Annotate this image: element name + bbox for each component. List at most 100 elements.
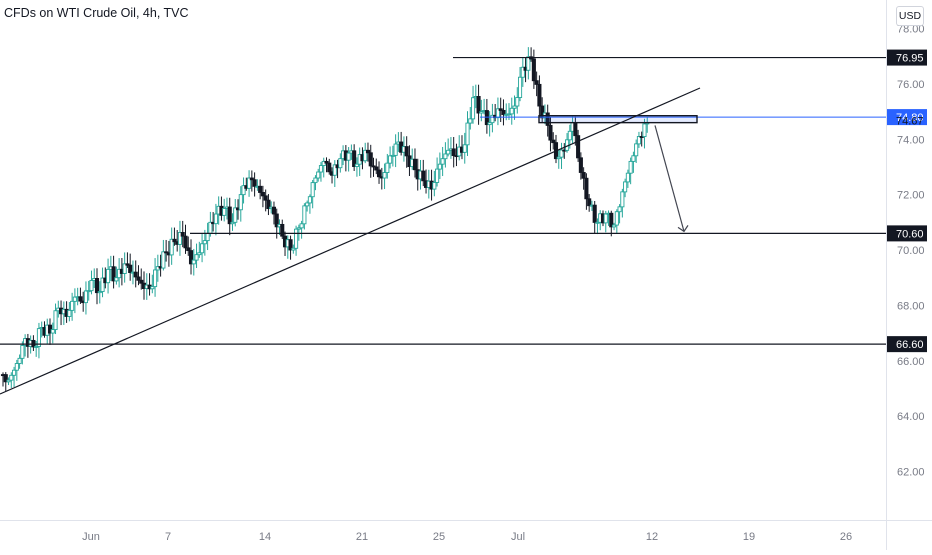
candle xyxy=(125,252,130,269)
candle xyxy=(318,162,324,182)
candle xyxy=(509,97,514,125)
candle-body xyxy=(34,345,39,348)
candle-body xyxy=(20,345,25,359)
candle xyxy=(612,222,617,231)
candle-body xyxy=(72,296,77,302)
candle xyxy=(310,180,315,209)
candle xyxy=(247,170,252,197)
currency-button[interactable]: USD xyxy=(896,6,924,26)
candle xyxy=(393,134,398,168)
candle xyxy=(47,318,53,345)
candle xyxy=(592,200,597,234)
candle-body xyxy=(200,243,205,254)
candle xyxy=(446,138,451,157)
x-tick-label: 19 xyxy=(743,531,755,543)
uptrend-line xyxy=(0,87,701,395)
candle xyxy=(462,132,467,164)
candle-body xyxy=(437,163,442,170)
y-tick-label: 72.00 xyxy=(897,190,925,202)
candle xyxy=(625,169,630,188)
candle-body xyxy=(161,251,166,269)
candle xyxy=(634,139,639,163)
candle-body xyxy=(432,182,437,190)
candle xyxy=(70,292,75,321)
candle-body xyxy=(628,160,633,174)
candle xyxy=(368,144,373,178)
candle-body xyxy=(83,290,88,304)
candle-body xyxy=(559,149,564,158)
candle-body xyxy=(587,198,592,207)
candle-body xyxy=(512,105,517,109)
price-tag-bg xyxy=(887,109,927,126)
y-tick-label: 76.00 xyxy=(897,79,925,91)
candle-body xyxy=(612,224,617,228)
candle-body xyxy=(299,223,304,229)
candle-body xyxy=(479,111,484,114)
candle xyxy=(94,268,100,305)
candle xyxy=(327,158,332,175)
candle-body xyxy=(338,158,343,169)
y-tick-label: 70.00 xyxy=(897,245,925,257)
candle xyxy=(581,167,586,190)
candle xyxy=(17,354,22,369)
candle-body xyxy=(465,122,470,146)
candle xyxy=(520,57,525,87)
candle-body xyxy=(125,263,130,266)
candle xyxy=(83,281,88,315)
candle-body xyxy=(578,157,583,173)
candle xyxy=(233,199,238,227)
y-tick-label: 78.00 xyxy=(897,24,925,36)
candle-body xyxy=(9,374,14,381)
x-tick-label: Jul xyxy=(511,531,525,543)
candle xyxy=(9,372,14,389)
candle-body xyxy=(614,211,619,226)
price-tag-label: 66.60 xyxy=(896,339,924,351)
candle-body xyxy=(14,363,19,371)
candle-body xyxy=(106,268,111,284)
candle-body xyxy=(183,235,188,249)
candle xyxy=(501,99,506,126)
candle-body xyxy=(515,97,520,107)
candle xyxy=(230,213,235,231)
candle xyxy=(382,163,387,190)
candle xyxy=(20,341,25,365)
candle-body xyxy=(446,149,451,155)
candle xyxy=(172,227,177,246)
candle-body xyxy=(332,164,337,176)
candle xyxy=(280,219,285,239)
candle xyxy=(133,260,138,288)
candle xyxy=(435,157,440,187)
candle-body xyxy=(584,177,589,200)
candle xyxy=(6,377,11,386)
candle-body xyxy=(188,250,194,265)
candle xyxy=(114,266,119,285)
candle-body xyxy=(233,207,238,223)
candle-body xyxy=(86,290,91,293)
candle xyxy=(609,210,614,237)
price-tag: 74.80 xyxy=(887,109,927,126)
y-tick-label: 64.00 xyxy=(897,411,925,423)
candle xyxy=(346,147,351,172)
y-tick-label: 66.00 xyxy=(897,356,925,368)
candle-body xyxy=(462,144,467,153)
y-tick-label: 62.00 xyxy=(897,467,925,479)
candle xyxy=(213,203,218,236)
candle xyxy=(136,265,141,286)
candle-body xyxy=(139,279,144,284)
candle-body xyxy=(443,153,448,160)
candle-body xyxy=(318,165,324,173)
candle-body xyxy=(258,185,263,193)
candle xyxy=(484,98,489,134)
candle xyxy=(72,288,77,314)
candle-body xyxy=(435,168,440,183)
candle xyxy=(531,49,536,89)
candle xyxy=(14,359,19,381)
candle xyxy=(623,178,628,198)
candle xyxy=(440,146,445,177)
candle-body xyxy=(506,113,512,116)
candle-body xyxy=(382,172,387,179)
candle xyxy=(324,157,329,173)
candle-body xyxy=(122,263,127,274)
